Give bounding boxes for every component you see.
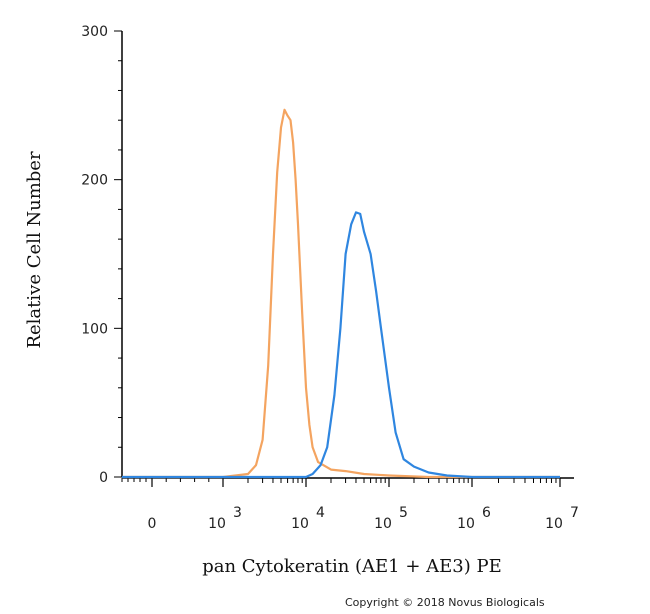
tick-marks: [114, 30, 561, 487]
y-tick-label: 0: [99, 470, 108, 486]
x-tick-label: 10: [457, 516, 475, 532]
y-tick-label: 100: [81, 321, 108, 337]
x-tick-label: 10: [545, 516, 563, 532]
series-line-1: [122, 108, 560, 479]
x-tick-exponent: 7: [570, 505, 579, 521]
y-tick-label: 200: [81, 173, 108, 189]
x-tick-exponent: 4: [316, 505, 325, 521]
copyright-text: Copyright © 2018 Novus Biologicals: [345, 596, 545, 609]
x-tick-label: 10: [374, 516, 392, 532]
y-axis-title: Relative Cell Number: [24, 151, 45, 348]
x-tick-label: 0: [148, 516, 157, 532]
x-tick-exponent: 6: [482, 505, 491, 521]
series-line-2: [122, 211, 560, 479]
axes: 0 100 200 300 0 10 3 10 4 10 5 10 6 10 7: [81, 24, 579, 532]
y-tick-label: 300: [81, 24, 108, 40]
x-tick-exponent: 3: [233, 505, 242, 521]
series-layer: [122, 108, 560, 479]
x-tick-exponent: 5: [399, 505, 408, 521]
x-tick-label: 10: [291, 516, 309, 532]
x-axis-title: pan Cytokeratin (AE1 + AE3) PE: [202, 556, 502, 577]
x-tick-label: 10: [208, 516, 226, 532]
